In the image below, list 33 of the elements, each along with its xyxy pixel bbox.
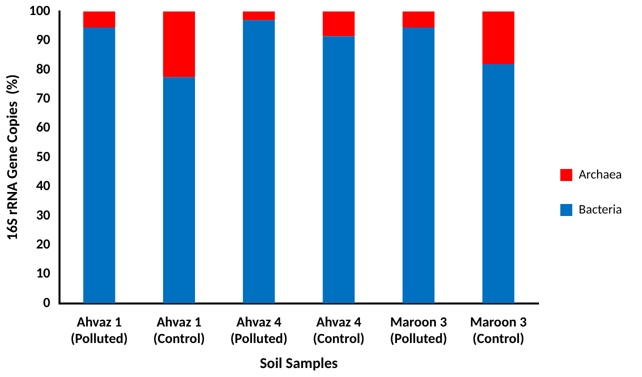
- bar: [163, 11, 195, 78]
- y-tick-label: 90: [36, 31, 50, 48]
- y-tick-label: 50: [36, 148, 50, 165]
- y-axis-title: 16S rRNA Gene Copies (%): [4, 74, 22, 241]
- bar: [322, 11, 355, 36]
- bar: [83, 11, 116, 28]
- bar: [163, 77, 195, 304]
- bar: [83, 27, 116, 304]
- y-tick-label: 80: [36, 60, 50, 78]
- x-tick-label: Maroon 3 (Polluted): [390, 313, 448, 348]
- y-tick-label: 100: [28, 2, 50, 19]
- y-tick-label: 0: [43, 294, 50, 311]
- y-tick-label: 20: [36, 236, 50, 252]
- x-tick-label: Ahvaz 4 (Polluted): [230, 313, 288, 348]
- legend-label: Bacteria: [578, 202, 622, 218]
- bar: [322, 36, 355, 304]
- y-tick-label: 70: [36, 90, 50, 106]
- x-tick-label: Ahvaz 1 (Polluted): [70, 313, 128, 348]
- y-tick-label: 30: [36, 206, 50, 224]
- legend-label: Archaea: [578, 167, 622, 182]
- bar: [402, 27, 434, 304]
- bar: [482, 64, 514, 304]
- y-tick-label: 60: [36, 118, 50, 136]
- bar: [242, 20, 275, 304]
- x-axis-title: Soil Samples: [260, 354, 338, 373]
- bar: [242, 11, 275, 20]
- x-tick-label: Maroon 3 (Control): [470, 313, 527, 348]
- x-tick-label: Ahvaz 1 (Control): [153, 313, 205, 348]
- y-tick-label: 40: [36, 177, 50, 194]
- bar: [402, 11, 434, 28]
- y-tick-label: 10: [36, 264, 50, 282]
- bar: [482, 11, 514, 64]
- x-tick-label: Ahvaz 4 (Control): [312, 313, 365, 348]
